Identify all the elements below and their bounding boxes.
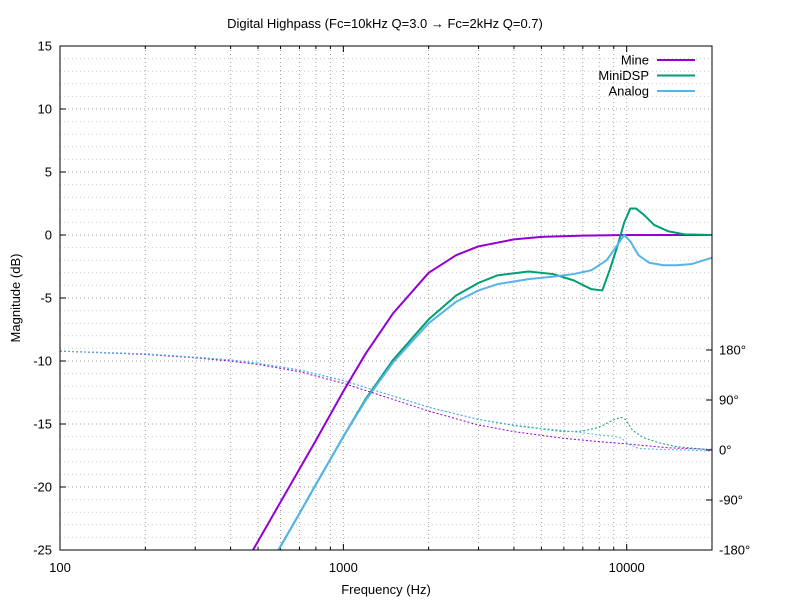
- legend-label: Mine: [621, 53, 649, 68]
- y-tick-label: 15: [38, 39, 52, 54]
- axis-ticks: 15 10 5 0 -5 -10 -15 -20 -25 100 1000 10000 180° 90° 0…: [33, 39, 750, 576]
- y-tick-label: -15: [33, 417, 52, 432]
- y2-tick-label: 0°: [719, 443, 731, 458]
- series: [60, 207, 712, 550]
- y-tick-label: -25: [33, 543, 52, 558]
- y2-tick-label: 90°: [719, 393, 739, 408]
- chart-title: Digital Highpass (Fc=10kHz Q=3.0 → Fc=2k…: [227, 16, 543, 31]
- x-axis-label: Frequency (Hz): [341, 582, 431, 597]
- y2-tick-label: -90°: [719, 493, 743, 508]
- x-tick-label: 10000: [609, 560, 645, 575]
- x-tick-label: 1000: [329, 560, 358, 575]
- y-tick-label: -20: [33, 480, 52, 495]
- phase-3-phase-line: [60, 350, 712, 450]
- y-tick-label: 5: [45, 165, 52, 180]
- y-tick-label: 0: [45, 228, 52, 243]
- y-tick-label: 10: [38, 102, 52, 117]
- phase-4-phase-line: [60, 350, 712, 451]
- mine-magnitude-line: [252, 234, 712, 550]
- y-tick-label: -5: [40, 291, 52, 306]
- x-tick-label: 100: [49, 560, 71, 575]
- legend-label: Analog: [609, 84, 649, 99]
- grid: [60, 46, 712, 550]
- y2-tick-label: 180°: [719, 343, 746, 358]
- phase-5-phase-line: [60, 350, 712, 452]
- y-axis-label: Magnitude (dB): [8, 254, 23, 343]
- y2-tick-label: -180°: [719, 543, 750, 558]
- analog-magnitude-line: [277, 234, 712, 550]
- y-tick-label: -10: [33, 354, 52, 369]
- plot-frame: [59, 45, 713, 551]
- legend-label: MiniDSP: [598, 68, 649, 83]
